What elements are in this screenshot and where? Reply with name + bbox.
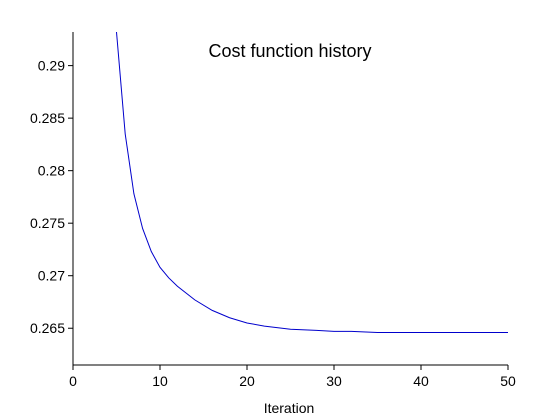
y-ticks: 0.265 0.27 0.275 0.28 0.285 0.29 — [30, 58, 73, 336]
y-tick-label: 0.29 — [38, 58, 65, 74]
x-tick-label: 10 — [152, 373, 168, 389]
axes — [72, 32, 508, 366]
y-tick-label: 0.28 — [38, 163, 65, 179]
x-axis-label: Iteration — [264, 400, 315, 416]
series-line-cost-history — [116, 31, 508, 333]
series-group — [116, 31, 508, 333]
y-tick-label: 0.27 — [38, 268, 65, 284]
y-tick-label: 0.275 — [30, 215, 65, 231]
x-tick-label: 0 — [69, 373, 77, 389]
x-tick-label: 30 — [326, 373, 342, 389]
x-tick-label: 20 — [239, 373, 255, 389]
y-tick-label: 0.285 — [30, 110, 65, 126]
chart-title: Cost function history — [208, 41, 371, 61]
y-tick-label: 0.265 — [30, 320, 65, 336]
x-tick-label: 50 — [500, 373, 516, 389]
x-tick-label: 40 — [413, 373, 429, 389]
x-ticks: 0 10 20 30 40 50 — [69, 365, 516, 389]
